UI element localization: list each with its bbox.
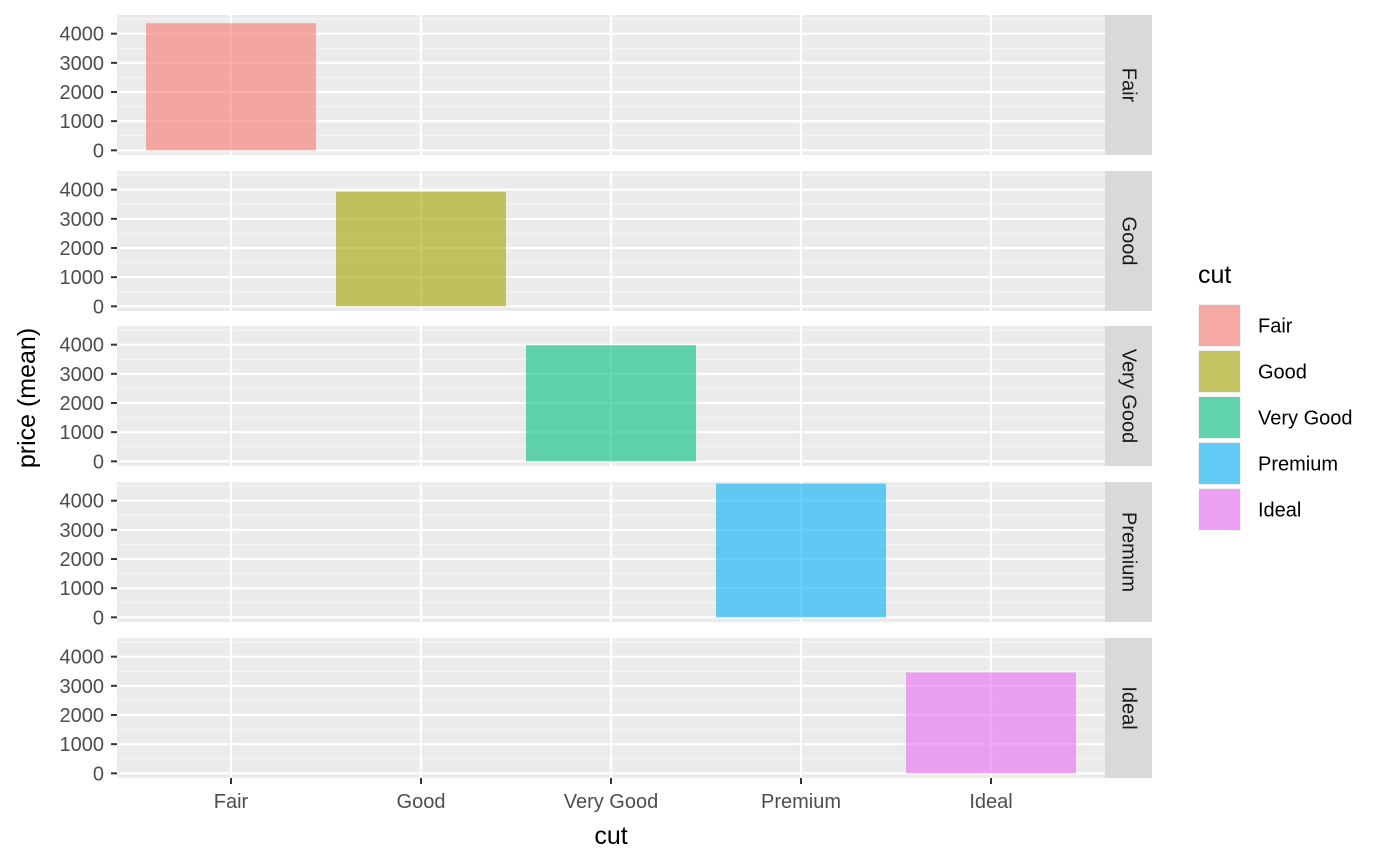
- facet-strip: [1105, 326, 1152, 466]
- y-tick-label: 4000: [60, 335, 105, 357]
- x-tick-label: Ideal: [969, 791, 1012, 813]
- facet-panel-good: 0 1000 2000 3000 4000 Good: [60, 171, 1152, 318]
- y-tick-label: 1000: [60, 111, 105, 133]
- facet-strip: [1105, 482, 1152, 622]
- y-tick-label: 0: [93, 451, 104, 473]
- legend-label: Ideal: [1258, 500, 1301, 522]
- facet-strip: [1105, 171, 1152, 311]
- legend-label: Very Good: [1258, 408, 1353, 430]
- y-tick-label: 3000: [60, 520, 105, 542]
- bar-fair: [146, 23, 316, 151]
- x-tick-label: Premium: [761, 791, 841, 813]
- legend-swatch: [1199, 305, 1240, 346]
- y-tick-label: 3000: [60, 364, 105, 386]
- legend-item-ideal: Ideal: [1198, 488, 1301, 531]
- facet-strip: [1105, 638, 1152, 778]
- y-tick-label: 3000: [60, 676, 105, 698]
- y-tick-label: 3000: [60, 209, 105, 231]
- facet-strip-label: Ideal: [1118, 686, 1140, 729]
- y-tick-label: 1000: [60, 422, 105, 444]
- y-tick-label: 0: [93, 607, 104, 629]
- legend-title: cut: [1198, 261, 1231, 289]
- legend-swatch: [1199, 351, 1240, 392]
- legend-label: Fair: [1258, 316, 1293, 338]
- legend-item-premium: Premium: [1198, 442, 1338, 485]
- y-tick-label: 0: [93, 140, 104, 162]
- facet-strip-label: Very Good: [1118, 349, 1140, 444]
- y-tick-label: 4000: [60, 24, 105, 46]
- legend-swatch: [1199, 397, 1240, 438]
- x-tick-label: Good: [397, 791, 446, 813]
- y-tick-label: 2000: [60, 82, 105, 104]
- y-tick-label: 1000: [60, 267, 105, 289]
- y-tick-label: 1000: [60, 578, 105, 600]
- y-axis-title: price (mean): [13, 328, 41, 468]
- legend-label: Premium: [1258, 454, 1338, 476]
- facet-strip-label: Good: [1118, 217, 1140, 266]
- y-tick-label: 1000: [60, 734, 105, 756]
- legend-swatch: [1199, 489, 1240, 530]
- legend-item-good: Good: [1198, 350, 1307, 393]
- bar-ideal: [906, 672, 1076, 774]
- facet-strip: [1105, 15, 1152, 155]
- facet-panel-premium: 0 1000 2000 3000 4000 Premium: [60, 482, 1152, 629]
- y-tick-label: 4000: [60, 491, 105, 513]
- x-tick-label: Fair: [214, 791, 249, 813]
- y-tick-label: 4000: [60, 180, 105, 202]
- facet-strip-label: Premium: [1118, 512, 1140, 592]
- legend-label: Good: [1258, 362, 1307, 384]
- y-tick-label: 2000: [60, 705, 105, 727]
- y-tick-label: 2000: [60, 393, 105, 415]
- legend: cut Fair Good Very Good Premium Ideal: [1198, 261, 1353, 531]
- bar-good: [336, 191, 506, 307]
- x-tick-label: Very Good: [564, 791, 659, 813]
- bar-very-good: [526, 345, 696, 462]
- facet-panel-fair: 0 1000 2000 3000 4000 Fair: [60, 15, 1152, 162]
- bar-premium: [716, 483, 886, 618]
- legend-item-very-good: Very Good: [1198, 396, 1353, 439]
- facet-panel-ideal: 0 1000 2000 3000 4000 Ideal: [60, 638, 1152, 785]
- legend-swatch: [1199, 443, 1240, 484]
- legend-keys: Fair Good Very Good Premium Ideal: [1198, 304, 1353, 531]
- y-tick-label: 2000: [60, 549, 105, 571]
- facet-panels: 0 1000 2000 3000 4000 Fair 0 1000 2000 3000 4000 Go…: [60, 15, 1152, 785]
- facet-panel-very-good: 0 1000 2000 3000 4000 Very Good: [60, 326, 1152, 473]
- x-axis-title: cut: [594, 822, 627, 850]
- y-tick-label: 0: [93, 763, 104, 785]
- legend-item-fair: Fair: [1198, 304, 1293, 347]
- y-tick-label: 2000: [60, 238, 105, 260]
- x-axis: Fair Good Very Good Premium Ideal: [214, 778, 1013, 813]
- y-tick-label: 0: [93, 296, 104, 318]
- y-tick-label: 4000: [60, 647, 105, 669]
- y-tick-label: 3000: [60, 53, 105, 75]
- facet-strip-label: Fair: [1118, 68, 1140, 103]
